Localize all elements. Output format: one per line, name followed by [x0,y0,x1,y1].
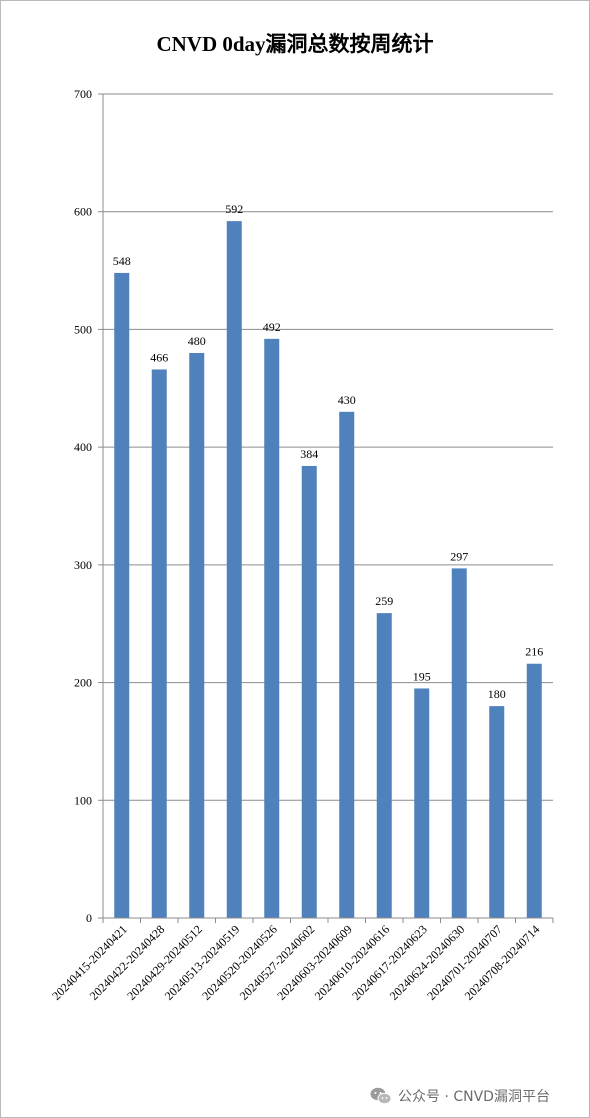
wechat-icon [370,1087,392,1105]
y-tick-label: 300 [74,558,92,572]
data-label: 259 [375,594,393,608]
y-tick-label: 0 [86,911,92,925]
y-tick-label: 700 [74,87,92,101]
bar-chart: 010020030040050060070020240415-202404212… [49,87,554,1003]
y-tick-label: 400 [74,440,92,454]
bar [226,221,242,919]
data-label: 480 [188,334,206,348]
data-label: 216 [525,645,543,659]
bar [301,465,317,918]
y-tick-label: 500 [74,322,92,336]
y-tick-label: 200 [74,676,92,690]
data-label: 466 [150,350,168,364]
data-label: 548 [113,254,131,268]
data-label: 430 [338,393,356,407]
data-label: 384 [300,447,318,461]
bar [151,369,167,918]
bar [339,411,355,918]
bar [489,706,505,918]
data-label: 195 [413,669,431,683]
y-tick-label: 100 [74,793,92,807]
gridlines [103,93,553,801]
bar [189,352,205,918]
bars [114,221,542,919]
bar [264,338,280,918]
data-label: 180 [488,687,506,701]
y-tick-label: 600 [74,205,92,219]
bar [451,568,467,918]
bar [526,663,542,918]
data-labels: 548 466 480 592 492 384 430 259 195 297 180 216 [113,202,544,701]
bar [114,272,130,918]
bar [414,688,430,918]
chart-title: CNVD 0day漏洞总数按周统计 [156,32,434,56]
data-label: 492 [263,320,281,334]
bar [376,613,392,918]
data-label: 592 [225,202,243,216]
watermark: 公众号 · CNVD漏洞平台 [370,1085,550,1107]
data-label: 297 [450,549,468,563]
watermark-text: 公众号 · CNVD漏洞平台 [398,1089,550,1105]
